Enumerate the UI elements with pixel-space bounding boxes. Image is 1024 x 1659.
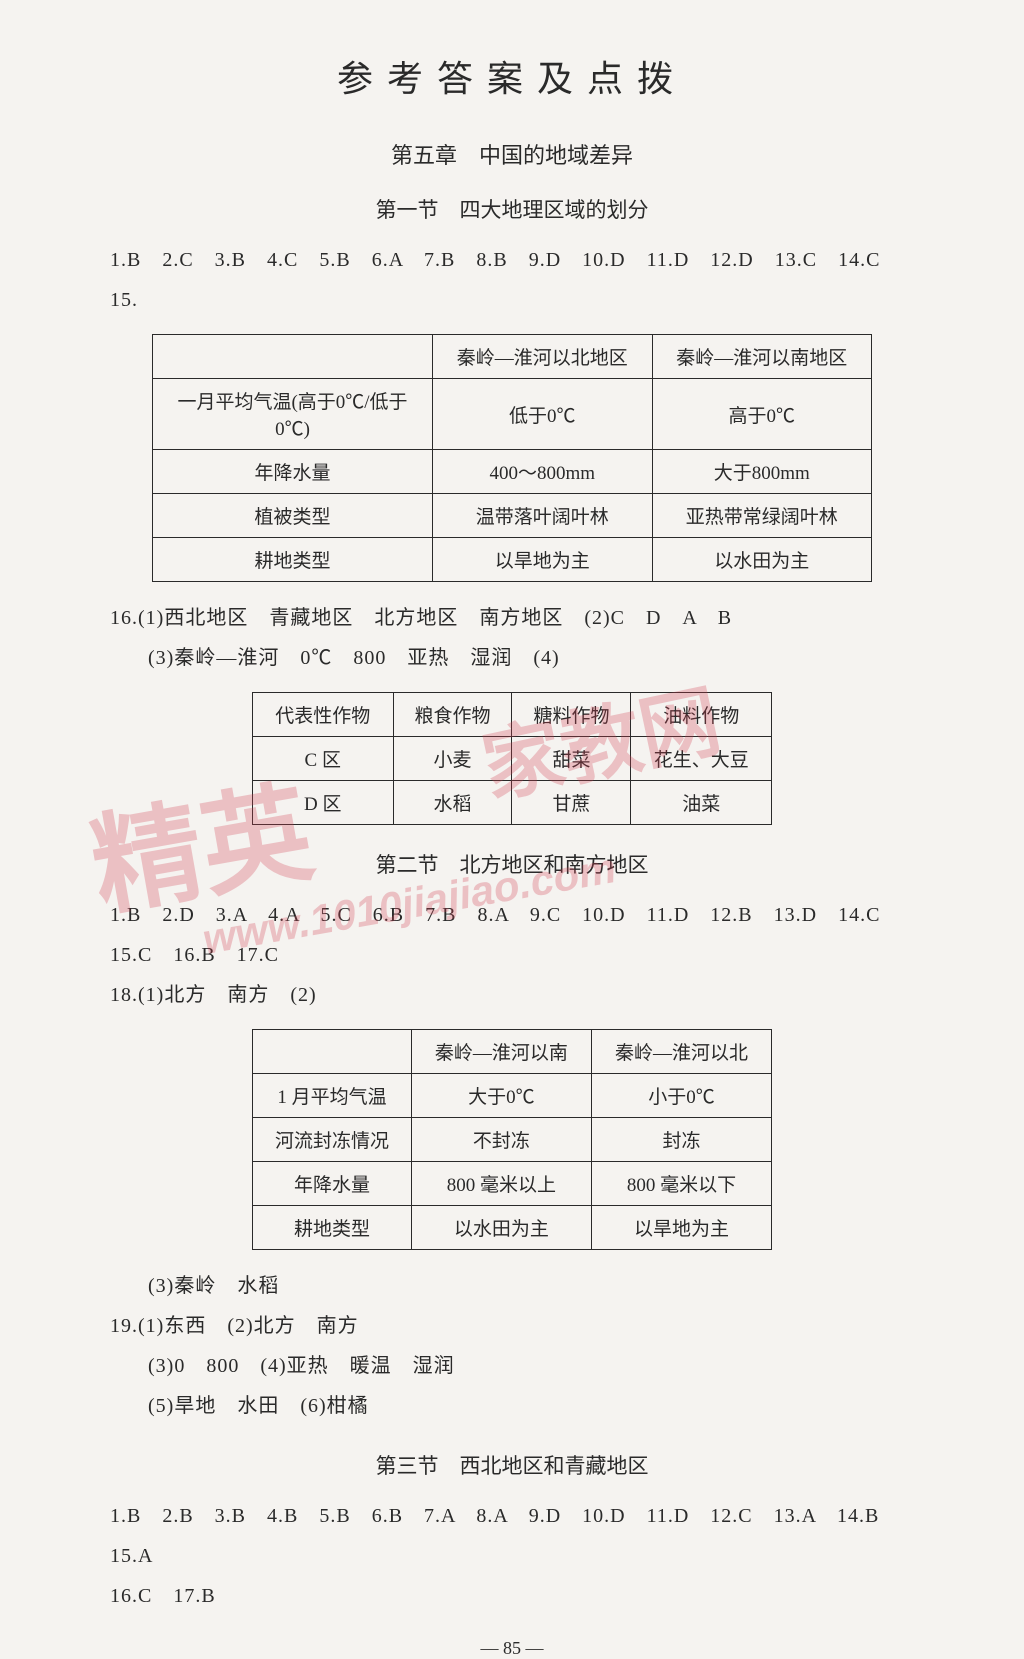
table-cell: 油料作物 [631, 693, 772, 737]
table-row: 一月平均气温(高于0℃/低于0℃) 低于0℃ 高于0℃ [153, 379, 872, 450]
table-row: 植被类型 温带落叶阔叶林 亚热带常绿阔叶林 [153, 494, 872, 538]
main-title: 参考答案及点拨 [110, 50, 914, 102]
table-cell: D 区 [253, 781, 394, 825]
table-row: 年降水量 800 毫米以上 800 毫米以下 [253, 1162, 772, 1206]
table-cell: 封冻 [591, 1118, 771, 1162]
section2-title: 第二节 北方地区和南方地区 [110, 849, 914, 879]
chapter-title: 第五章 中国的地域差异 [110, 138, 914, 170]
table-cell: 糖料作物 [512, 693, 631, 737]
table-row: C 区 小麦 甜菜 花生、大豆 [253, 737, 772, 781]
table-row: D 区 水稻 甘蔗 油菜 [253, 781, 772, 825]
table-cell: 亚热带常绿阔叶林 [652, 494, 872, 538]
table-cell: 800 毫米以上 [411, 1162, 591, 1206]
table-cell: 一月平均气温(高于0℃/低于0℃) [153, 379, 433, 450]
table-cell: 400～800mm [433, 450, 653, 494]
table-cell: 高于0℃ [652, 379, 872, 450]
table-cell: 秦岭—淮河以北 [591, 1030, 771, 1074]
q19-line2: (3)0 800 (4)亚热 暖温 湿润 [110, 1346, 914, 1386]
table-cell: 植被类型 [153, 494, 433, 538]
q19-line3: (5)旱地 水田 (6)柑橘 [110, 1386, 914, 1426]
table-cell: 以水田为主 [411, 1206, 591, 1250]
table-cell: 以水田为主 [652, 538, 872, 582]
table-cell: 河流封冻情况 [253, 1118, 412, 1162]
table-cell: 小于0℃ [591, 1074, 771, 1118]
table-cell [253, 1030, 412, 1074]
section3-answers-1: 1.B 2.B 3.B 4.B 5.B 6.B 7.A 8.A 9.D 10.D… [110, 1496, 914, 1576]
table-cell: 800 毫米以下 [591, 1162, 771, 1206]
section1-table2: 代表性作物 粮食作物 糖料作物 油料作物 C 区 小麦 甜菜 花生、大豆 D 区… [252, 692, 772, 825]
table-cell: 秦岭—淮河以北地区 [433, 335, 653, 379]
q16-line2: (3)秦岭—淮河 0℃ 800 亚热 湿润 (4) [110, 638, 914, 678]
table-row: 河流封冻情况 不封冻 封冻 [253, 1118, 772, 1162]
table-row: 年降水量 400～800mm 大于800mm [153, 450, 872, 494]
section1-answers-2: 15. [110, 280, 914, 320]
table-row: 1 月平均气温 大于0℃ 小于0℃ [253, 1074, 772, 1118]
table-cell: 粮食作物 [393, 693, 512, 737]
table-cell: 年降水量 [253, 1162, 412, 1206]
table-cell: 花生、大豆 [631, 737, 772, 781]
section1-answers-1: 1.B 2.C 3.B 4.C 5.B 6.A 7.B 8.B 9.D 10.D… [110, 240, 914, 280]
table-cell: 以旱地为主 [433, 538, 653, 582]
q18-line1: 18.(1)北方 南方 (2) [110, 975, 914, 1015]
table-cell: 大于800mm [652, 450, 872, 494]
table-cell: 不封冻 [411, 1118, 591, 1162]
section3-answers-2: 16.C 17.B [110, 1576, 914, 1616]
q16-line1: 16.(1)西北地区 青藏地区 北方地区 南方地区 (2)C D A B [110, 598, 914, 638]
section3-title: 第三节 西北地区和青藏地区 [110, 1450, 914, 1480]
table-cell: 温带落叶阔叶林 [433, 494, 653, 538]
table-row: 耕地类型 以水田为主 以旱地为主 [253, 1206, 772, 1250]
section2-answers-2: 15.C 16.B 17.C [110, 935, 914, 975]
table-cell: 耕地类型 [153, 538, 433, 582]
table-cell: 甘蔗 [512, 781, 631, 825]
table-row: 秦岭—淮河以北地区 秦岭—淮河以南地区 [153, 335, 872, 379]
table-cell: 耕地类型 [253, 1206, 412, 1250]
table-cell: 秦岭—淮河以南地区 [652, 335, 872, 379]
table-cell: 低于0℃ [433, 379, 653, 450]
table-cell: 1 月平均气温 [253, 1074, 412, 1118]
table-cell: 小麦 [393, 737, 512, 781]
section2-answers-1: 1.B 2.D 3.A 4.A 5.C 6.B 7.B 8.A 9.C 10.D… [110, 895, 914, 935]
table-cell: 水稻 [393, 781, 512, 825]
q18-line2: (3)秦岭 水稻 [110, 1266, 914, 1306]
table-cell: C 区 [253, 737, 394, 781]
q19-line1: 19.(1)东西 (2)北方 南方 [110, 1306, 914, 1346]
page-number: — 85 — [110, 1638, 914, 1659]
table-cell: 年降水量 [153, 450, 433, 494]
table-cell: 大于0℃ [411, 1074, 591, 1118]
table-cell: 油菜 [631, 781, 772, 825]
table-cell: 代表性作物 [253, 693, 394, 737]
table-row: 代表性作物 粮食作物 糖料作物 油料作物 [253, 693, 772, 737]
table-cell: 甜菜 [512, 737, 631, 781]
section1-table: 秦岭—淮河以北地区 秦岭—淮河以南地区 一月平均气温(高于0℃/低于0℃) 低于… [152, 334, 872, 582]
table-cell: 秦岭—淮河以南 [411, 1030, 591, 1074]
table-row: 耕地类型 以旱地为主 以水田为主 [153, 538, 872, 582]
section2-table: 秦岭—淮河以南 秦岭—淮河以北 1 月平均气温 大于0℃ 小于0℃ 河流封冻情况… [252, 1029, 772, 1250]
table-cell: 以旱地为主 [591, 1206, 771, 1250]
table-row: 秦岭—淮河以南 秦岭—淮河以北 [253, 1030, 772, 1074]
section1-title: 第一节 四大地理区域的划分 [110, 194, 914, 224]
table-cell [153, 335, 433, 379]
